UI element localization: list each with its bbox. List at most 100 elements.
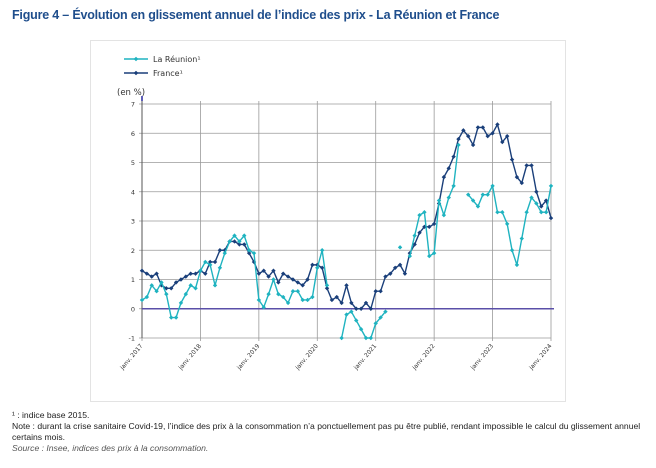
data-point — [349, 300, 354, 306]
data-point — [324, 283, 330, 288]
y-tick-label: -1 — [129, 335, 135, 343]
data-point — [504, 133, 510, 139]
data-point — [222, 248, 227, 253]
y-tick-label: 0 — [131, 305, 135, 313]
x-tick-label: janv. 2018 — [177, 343, 203, 372]
data-point — [305, 277, 310, 282]
legend-label: La Réunion¹ — [153, 54, 201, 64]
data-point — [212, 283, 218, 288]
data-point — [514, 262, 520, 268]
note-text: Note : durant la crise sanitaire Covid-1… — [12, 421, 641, 442]
legend-marker — [133, 70, 139, 76]
data-point — [441, 212, 447, 218]
data-point — [237, 239, 242, 244]
data-point — [524, 210, 529, 215]
y-tick-label: 1 — [131, 276, 135, 284]
data-point — [417, 212, 422, 218]
data-point — [261, 268, 266, 273]
data-point — [466, 133, 471, 139]
data-point — [324, 286, 330, 291]
data-point — [354, 306, 359, 311]
data-point — [159, 280, 164, 285]
data-point — [480, 192, 486, 197]
data-point — [431, 250, 437, 256]
data-point — [139, 297, 145, 303]
data-point — [451, 183, 456, 189]
data-point — [193, 271, 198, 276]
data-point — [378, 289, 383, 294]
data-point — [451, 154, 456, 159]
series-line — [141, 234, 328, 319]
data-point — [217, 265, 223, 270]
data-point — [173, 315, 179, 320]
x-tick-label: janv. 2020 — [294, 343, 320, 372]
y-tick-label: 5 — [131, 159, 135, 167]
data-point — [251, 250, 257, 256]
data-point — [407, 253, 412, 259]
footnote: ¹ : indice base 2015. — [12, 410, 90, 420]
data-point — [466, 192, 471, 197]
data-point — [383, 309, 388, 314]
data-point — [207, 262, 213, 268]
data-point — [344, 283, 349, 288]
data-point — [373, 321, 378, 326]
data-point — [383, 274, 388, 279]
data-point — [207, 259, 213, 265]
figure-notes: ¹ : indice base 2015. Note : durant la c… — [12, 410, 652, 454]
x-tick-label: janv. 2019 — [235, 343, 261, 372]
data-point — [212, 259, 218, 265]
data-point — [217, 248, 223, 253]
data-point — [456, 142, 461, 148]
data-point — [392, 265, 398, 270]
series-france — [139, 122, 554, 311]
data-point — [281, 271, 286, 276]
data-point — [402, 271, 408, 276]
x-axis: janv. 2017 janv. 2018 janv. 2019 janv. 2020… — [118, 343, 553, 372]
data-point — [276, 291, 281, 297]
legend: La Réunion¹ France¹ — [124, 54, 201, 78]
data-point — [285, 274, 291, 279]
data-point — [397, 245, 403, 250]
data-point — [344, 312, 349, 317]
data-point — [339, 335, 344, 341]
data-point — [183, 291, 189, 297]
x-tick-label: janv. 2023 — [469, 343, 495, 372]
data-point — [203, 271, 208, 276]
data-point — [300, 297, 305, 303]
data-point — [319, 248, 325, 253]
data-point — [276, 280, 281, 285]
data-point — [548, 183, 554, 189]
legend-marker — [133, 56, 139, 62]
data-point — [446, 195, 451, 200]
data-point — [193, 286, 198, 291]
data-point — [548, 215, 554, 221]
data-point — [412, 242, 417, 247]
data-point — [475, 204, 481, 209]
data-point — [431, 221, 437, 227]
data-point — [529, 195, 534, 200]
data-point — [373, 289, 378, 294]
data-point — [529, 163, 534, 168]
data-point — [271, 277, 276, 282]
legend-item: La Réunion¹ — [124, 54, 201, 64]
data-point — [490, 131, 495, 136]
data-point — [358, 327, 364, 332]
legend-label: France¹ — [153, 69, 183, 78]
data-point — [358, 306, 364, 311]
data-point — [417, 230, 422, 235]
data-point — [139, 268, 145, 273]
data-point — [388, 271, 393, 276]
data-point — [164, 286, 169, 291]
data-point — [295, 280, 301, 285]
chart-frame — [90, 40, 566, 402]
data-point — [495, 210, 500, 215]
data-point — [227, 239, 232, 244]
data-point — [310, 294, 315, 300]
data-point — [256, 297, 262, 303]
data-point — [534, 201, 539, 206]
data-point — [500, 210, 505, 215]
data-point — [237, 242, 242, 247]
data-point — [329, 297, 335, 303]
data-point — [427, 253, 432, 259]
